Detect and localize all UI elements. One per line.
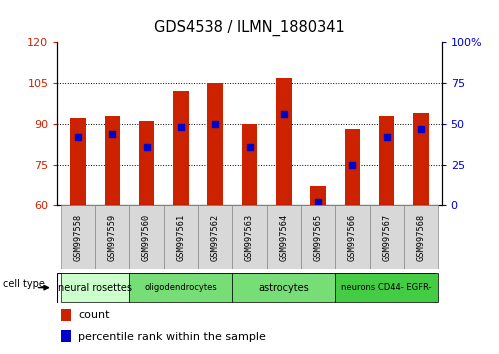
Point: [211, 121, 219, 127]
Bar: [379, 116, 394, 205]
Text: GSM997559: GSM997559: [108, 213, 117, 261]
Text: percentile rank within the sample: percentile rank within the sample: [78, 332, 266, 342]
Text: GSM997564: GSM997564: [279, 213, 288, 261]
Point: [280, 111, 288, 117]
Bar: [266, 205, 301, 269]
Point: [417, 126, 425, 132]
Text: GSM997560: GSM997560: [142, 213, 151, 261]
Text: GSM997568: GSM997568: [417, 213, 426, 261]
Bar: [345, 129, 360, 205]
Bar: [61, 309, 71, 321]
Bar: [129, 273, 233, 302]
Text: count: count: [78, 310, 110, 320]
Bar: [242, 124, 257, 205]
Text: GSM997566: GSM997566: [348, 213, 357, 261]
Bar: [276, 78, 291, 205]
Text: GSM997567: GSM997567: [382, 213, 391, 261]
Bar: [61, 330, 71, 342]
Point: [383, 134, 391, 140]
Bar: [335, 273, 438, 302]
Bar: [233, 273, 335, 302]
Point: [74, 134, 82, 140]
Bar: [233, 205, 266, 269]
Text: neural rosettes: neural rosettes: [58, 282, 132, 293]
Point: [314, 199, 322, 205]
Bar: [139, 121, 154, 205]
Point: [108, 131, 116, 137]
Bar: [129, 205, 164, 269]
Bar: [173, 91, 189, 205]
Point: [246, 144, 253, 149]
Text: GSM997563: GSM997563: [245, 213, 254, 261]
Text: neurons CD44- EGFR-: neurons CD44- EGFR-: [341, 283, 432, 292]
Bar: [70, 119, 86, 205]
Bar: [208, 83, 223, 205]
Text: GSM997565: GSM997565: [313, 213, 323, 261]
Text: GDS4538 / ILMN_1880341: GDS4538 / ILMN_1880341: [154, 19, 345, 36]
Text: cell type: cell type: [3, 279, 45, 289]
Bar: [404, 205, 438, 269]
Text: oligodendrocytes: oligodendrocytes: [145, 283, 217, 292]
Text: GSM997561: GSM997561: [176, 213, 186, 261]
Bar: [310, 186, 326, 205]
Point: [143, 144, 151, 149]
Point: [348, 162, 356, 167]
Bar: [413, 113, 429, 205]
Text: GSM997562: GSM997562: [211, 213, 220, 261]
Bar: [61, 205, 95, 269]
Bar: [95, 205, 129, 269]
Bar: [370, 205, 404, 269]
Bar: [301, 205, 335, 269]
Bar: [198, 205, 233, 269]
Bar: [105, 116, 120, 205]
Bar: [61, 273, 129, 302]
Bar: [164, 205, 198, 269]
Text: GSM997558: GSM997558: [73, 213, 82, 261]
Bar: [335, 205, 370, 269]
Point: [177, 124, 185, 130]
Text: astrocytes: astrocytes: [258, 282, 309, 293]
